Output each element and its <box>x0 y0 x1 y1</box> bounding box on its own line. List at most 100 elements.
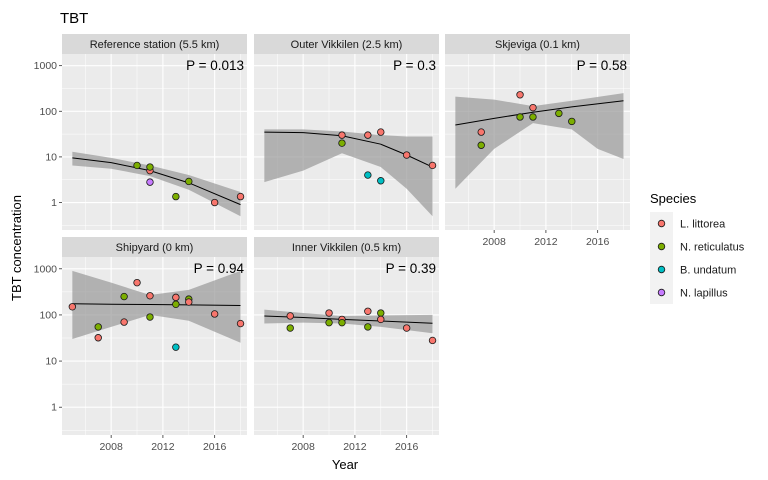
data-point <box>477 128 485 136</box>
confidence-band <box>455 93 624 189</box>
legend-swatch <box>657 288 666 297</box>
data-point <box>120 292 128 301</box>
y-tick-label: 10 <box>45 356 57 368</box>
data-point <box>133 278 141 287</box>
data-point <box>286 324 294 332</box>
data-point <box>555 109 563 118</box>
x-tick-label: 2012 <box>151 441 175 453</box>
data-point <box>146 292 154 300</box>
legend-label: N. lapillus <box>680 288 728 300</box>
panel-strip-label: Skjeviga (0.1 km) <box>495 39 580 51</box>
data-point <box>172 343 180 351</box>
data-point <box>377 128 385 136</box>
panel-2: Skjeviga (0.1 km) P = 0.58 2008 2012 2016 <box>445 34 630 248</box>
legend-label: B. undatum <box>680 265 736 277</box>
legend-label: L. littorea <box>680 219 726 231</box>
data-point <box>428 336 437 345</box>
panels-container: Reference station (5.5 km) P = 0.013 1 10 10… <box>34 34 630 453</box>
data-point <box>185 177 193 186</box>
chart-title: TBT <box>60 10 88 27</box>
panel-strip-label: Inner Vikkilen (0.5 km) <box>292 242 401 254</box>
panel-strip-label: Reference station (5.5 km) <box>90 39 220 51</box>
fit-line <box>72 303 241 307</box>
p-value-label: P = 0.94 <box>194 261 245 276</box>
panel-strip <box>254 237 439 257</box>
p-value-label: P = 0.58 <box>577 58 627 73</box>
data-point <box>377 309 385 317</box>
panel-strip <box>62 237 247 257</box>
y-tick-label: 100 <box>39 309 57 321</box>
legend-label: N. reticulatus <box>680 242 745 254</box>
data-point <box>120 318 128 326</box>
data-point <box>402 324 411 332</box>
data-point <box>568 117 576 126</box>
data-point <box>236 192 245 201</box>
panel-0: Reference station (5.5 km) P = 0.013 1 10 10… <box>34 34 247 230</box>
x-tick-label: 2008 <box>291 441 315 453</box>
data-point <box>529 113 537 121</box>
data-point <box>172 293 180 302</box>
legend: Species L. littorea N. reticulatus B. unda… <box>650 191 745 304</box>
data-point <box>286 312 294 320</box>
panel-4: Inner Vikkilen (0.5 km) P = 0.39 2008 2012 2… <box>254 237 439 453</box>
data-point <box>477 141 485 149</box>
data-point <box>428 161 437 170</box>
legend-swatch <box>657 219 666 228</box>
panel-strip-label: Shipyard (0 km) <box>116 242 194 254</box>
data-point <box>94 323 102 331</box>
panel-1: Outer Vikkilen (2.5 km) P = 0.3 <box>254 34 439 230</box>
panel-3: Shipyard (0 km)P = 0.94 1 10 100 1000 2008 201… <box>34 237 247 453</box>
data-point <box>146 163 154 171</box>
x-tick-label: 2016 <box>586 236 610 248</box>
data-point <box>146 313 154 321</box>
y-tick-label: 1000 <box>34 263 58 275</box>
panel-strip <box>254 34 439 54</box>
y-tick-label: 1000 <box>34 60 58 72</box>
data-point <box>338 139 346 147</box>
fit-line <box>455 100 624 126</box>
data-point <box>172 300 180 308</box>
panel-background <box>254 257 439 435</box>
data-point <box>364 323 372 331</box>
x-tick-label: 2012 <box>343 441 367 453</box>
data-point <box>516 113 524 121</box>
confidence-band <box>72 151 241 217</box>
data-point <box>377 177 385 185</box>
data-point <box>377 315 385 324</box>
data-point <box>402 151 411 159</box>
data-point <box>325 318 333 327</box>
confidence-band <box>264 309 433 334</box>
data-point <box>338 318 346 327</box>
data-point <box>325 309 333 317</box>
data-point <box>68 303 77 311</box>
y-tick-label: 100 <box>39 106 57 118</box>
y-tick-label: 1 <box>51 402 57 414</box>
x-tick-label: 2008 <box>99 441 123 453</box>
y-tick-label: 1 <box>51 197 57 209</box>
data-point <box>146 178 154 186</box>
y-axis-title: TBT concentration <box>9 195 24 301</box>
confidence-band <box>72 270 241 343</box>
data-point <box>529 103 537 112</box>
legend-title: Species <box>650 191 697 206</box>
p-value-label: P = 0.39 <box>386 261 436 276</box>
confidence-band <box>264 129 433 217</box>
panel-strip-label: Outer Vikkilen (2.5 km) <box>291 39 403 51</box>
data-point <box>516 91 524 99</box>
panel-strip <box>62 34 247 54</box>
data-point <box>210 198 219 207</box>
p-value-label: P = 0.3 <box>393 58 436 73</box>
data-point <box>210 310 219 318</box>
x-tick-label: 2012 <box>534 236 558 248</box>
fit-line <box>264 131 433 168</box>
data-point <box>172 192 180 201</box>
data-point <box>364 307 372 315</box>
y-tick-label: 10 <box>45 151 57 163</box>
legend-swatch <box>657 265 666 274</box>
data-point <box>364 131 372 139</box>
x-axis-title: Year <box>332 457 359 472</box>
x-tick-label: 2008 <box>482 236 506 248</box>
data-point <box>94 334 102 342</box>
data-point <box>364 171 372 179</box>
